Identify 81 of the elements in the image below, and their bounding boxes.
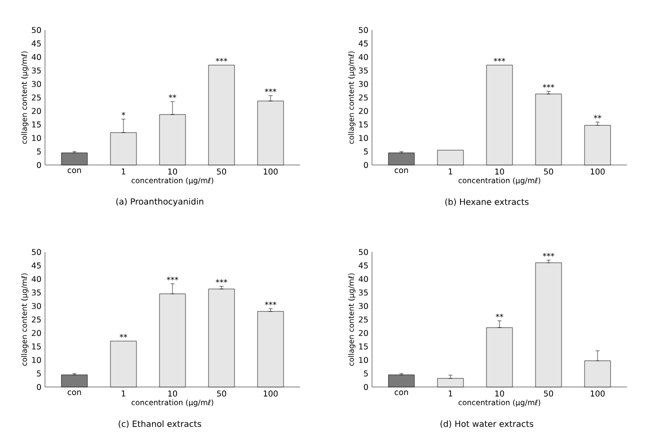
y-tick-label: 50 xyxy=(32,26,41,34)
y-tick-label: 45 xyxy=(32,40,41,46)
y-tick-label: 40 xyxy=(358,54,368,60)
y-tick-label: 25 xyxy=(358,316,368,323)
text: (b) Hexane extracts xyxy=(445,198,529,206)
y-tick-label: 5 xyxy=(36,148,41,154)
annotation: ** xyxy=(496,314,504,318)
y-tick-label: 0 xyxy=(36,162,41,168)
y-tick-label: 20 xyxy=(32,108,41,114)
annotation: *** xyxy=(264,302,276,306)
x-tick-label: 50 xyxy=(544,390,554,397)
x-tick-label: 50 xyxy=(217,390,226,397)
y-tick-label: 10 xyxy=(32,134,41,142)
y-tick-label: 5 xyxy=(364,370,368,376)
x-tick-label: 10 xyxy=(168,390,178,397)
x-tick-label: 10 xyxy=(495,168,504,175)
x-tick-label: 100 xyxy=(590,390,605,397)
y-tick-label: 30 xyxy=(32,80,41,88)
y-tick-label: 35 xyxy=(32,67,41,74)
y-tick-label: 20 xyxy=(358,108,368,114)
y-tick-label: 15 xyxy=(32,344,41,350)
y-tick-label: 30 xyxy=(358,80,368,88)
annotation: * xyxy=(122,112,126,116)
y-tick-label: 0 xyxy=(36,384,41,390)
x-tick-label: 1 xyxy=(122,168,126,174)
annotation: *** xyxy=(264,88,276,92)
annotation: ** xyxy=(120,334,128,338)
text: (c) Ethanol extracts xyxy=(118,420,202,428)
x-tick-label: 50 xyxy=(217,168,226,175)
y-tick-label: 10 xyxy=(359,356,368,364)
y-tick-label: 15 xyxy=(32,122,41,128)
x-tick-label: con xyxy=(68,168,81,174)
y-tick-label: 50 xyxy=(358,26,368,34)
y-tick-label: 0 xyxy=(364,162,368,168)
annotation: *** xyxy=(542,252,554,257)
y-tick-label: 25 xyxy=(32,94,41,101)
x-tick-label: 100 xyxy=(264,168,278,175)
annotation: *** xyxy=(166,276,178,280)
y-tick-label: 45 xyxy=(32,262,41,268)
y-tick-label: 40 xyxy=(32,54,41,60)
annotation: ** xyxy=(168,94,176,98)
x-tick-label: 10 xyxy=(495,390,504,397)
annotation: *** xyxy=(542,84,554,88)
x-tick-label: 1 xyxy=(448,168,452,174)
y-tick-label: 20 xyxy=(358,330,368,336)
y-tick-label: 10 xyxy=(32,356,41,364)
y-tick-label: 40 xyxy=(32,276,41,282)
x-tick-label: 10 xyxy=(168,168,178,175)
text: (a) Proanthocyanidin xyxy=(116,198,204,206)
x-tick-label: 100 xyxy=(264,390,278,397)
annotation: *** xyxy=(216,279,228,283)
y-tick-label: 45 xyxy=(358,40,368,46)
y-tick-label: 45 xyxy=(358,262,368,268)
x-tick-label: con xyxy=(394,168,408,174)
annotation: *** xyxy=(494,58,506,62)
x-tick-label: con xyxy=(68,390,81,396)
y-tick-label: 5 xyxy=(364,148,368,154)
y-tick-label: 25 xyxy=(32,316,41,323)
text: (d) Hot water extracts xyxy=(440,420,534,428)
x-tick-label: 100 xyxy=(590,168,605,175)
y-tick-label: 30 xyxy=(32,302,41,310)
y-tick-label: 35 xyxy=(358,67,368,74)
y-tick-label: 40 xyxy=(358,276,368,282)
x-tick-label: 50 xyxy=(544,168,554,175)
annotation: ** xyxy=(594,114,602,119)
y-tick-label: 50 xyxy=(32,248,41,256)
annotation: *** xyxy=(216,58,228,62)
y-tick-label: 20 xyxy=(32,330,41,336)
y-tick-label: 25 xyxy=(358,94,368,101)
y-tick-label: 10 xyxy=(359,134,368,142)
y-tick-label: 35 xyxy=(358,289,368,296)
y-tick-label: 15 xyxy=(359,122,368,128)
y-tick-label: 35 xyxy=(32,289,41,296)
x-tick-label: 1 xyxy=(448,390,452,396)
x-tick-label: 1 xyxy=(122,390,126,396)
x-tick-label: con xyxy=(394,390,408,396)
y-tick-label: 15 xyxy=(359,344,368,350)
y-tick-label: 5 xyxy=(36,370,41,376)
y-tick-label: 0 xyxy=(364,384,368,390)
y-tick-label: 50 xyxy=(358,248,368,256)
y-tick-label: 30 xyxy=(358,302,368,310)
